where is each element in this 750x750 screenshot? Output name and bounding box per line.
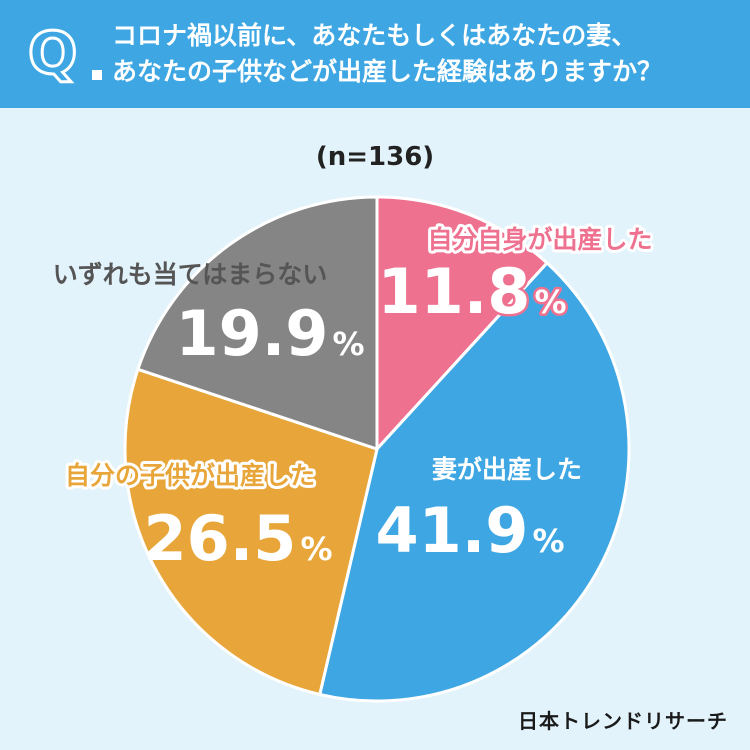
slice-value-number-4: 19.9 xyxy=(175,297,328,370)
slice-value-number-3: 26.5 xyxy=(143,502,296,575)
slice-value-3: 26.5% xyxy=(143,502,332,575)
question-line-2: あなたの子供などが出産した経験はありますか？ xyxy=(112,57,663,86)
question-line-1: コロナ禍以前に、あなたもしくはあなたの妻、 xyxy=(112,21,637,50)
slice-value-unit-1: % xyxy=(534,283,566,321)
slice-value-unit-3: % xyxy=(300,530,332,568)
pie-slice-3 xyxy=(123,367,379,696)
sample-size: (n=136) xyxy=(315,142,435,172)
slice-value-1: 11.8% xyxy=(377,255,566,328)
slice-label-1: 自分自身が出産した xyxy=(427,225,652,254)
slice-label-2: 妻が出産した xyxy=(432,455,582,484)
q-mark: Q xyxy=(26,18,78,89)
slice-value-number-2: 41.9 xyxy=(375,494,528,567)
q-dot xyxy=(92,70,102,80)
slice-label-3: 自分の子供が出産した xyxy=(65,461,315,490)
question-banner: Q コロナ禍以前に、あなたもしくはあなたの妻、 あなたの子供などが出産した経験は… xyxy=(0,0,750,108)
slice-value-4: 19.9% xyxy=(175,297,364,370)
pie-slice-4 xyxy=(136,195,379,451)
pie-slice-1 xyxy=(375,195,549,451)
slice-value-unit-4: % xyxy=(332,325,364,363)
question-text: コロナ禍以前に、あなたもしくはあなたの妻、 あなたの子供などが出産した経験はあり… xyxy=(112,18,732,90)
slice-value-2: 41.9% xyxy=(375,494,564,567)
brand-logo: 日本トレンドリサーチ xyxy=(518,709,728,733)
slice-value-unit-2: % xyxy=(532,522,564,560)
slice-value-number-1: 11.8 xyxy=(377,255,530,328)
pie-slice-2 xyxy=(318,261,631,703)
slice-label-4: いずれも当てはまらない xyxy=(53,260,328,289)
